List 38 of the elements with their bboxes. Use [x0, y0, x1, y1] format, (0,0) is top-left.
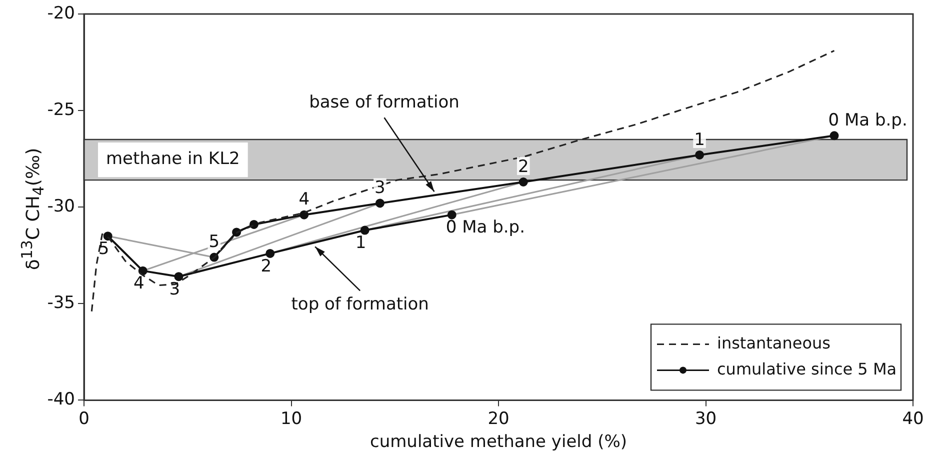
y-tick-label: -25	[47, 100, 75, 120]
annotation: 5	[98, 238, 110, 259]
point	[518, 177, 528, 186]
legend-label: cumulative since 5 Ma	[717, 359, 897, 378]
x-tick-label: 0	[78, 408, 90, 429]
point	[375, 198, 384, 208]
x-axis-title: cumulative methane yield (%)	[370, 432, 628, 452]
y-tick-label: -40	[47, 390, 75, 410]
annotation: 4	[133, 274, 144, 294]
point	[447, 210, 456, 220]
point	[830, 131, 839, 140]
annotation: base of formation	[309, 92, 460, 113]
legend-label: instantaneous	[717, 333, 830, 352]
annotation: 3	[169, 280, 180, 300]
point	[695, 150, 704, 160]
annotation: 4	[298, 190, 310, 210]
annotation: 3	[374, 178, 386, 198]
y-tick-label: -30	[47, 196, 75, 217]
point	[174, 272, 184, 282]
annotation: 5	[208, 232, 220, 252]
point	[300, 210, 309, 220]
x-tick-label: 40	[902, 408, 924, 429]
y-tick-label: -20	[47, 3, 75, 24]
y-tick-label: -35	[47, 293, 75, 314]
x-tick-label: 20	[488, 408, 510, 429]
band-label: methane in KL2	[106, 149, 240, 170]
annotation: top of formation	[291, 294, 429, 315]
annotation: 1	[694, 130, 705, 150]
x-tick-label: 10	[280, 408, 302, 429]
point	[266, 248, 275, 258]
annotation: 1	[355, 233, 366, 254]
annotation: 0 Ma b.p.	[828, 110, 908, 131]
x-tick-label: 30	[694, 408, 717, 429]
annotation: 0 Ma b.p.	[446, 218, 525, 238]
point	[360, 226, 370, 235]
annotation: 2	[518, 156, 529, 177]
point	[138, 266, 148, 276]
annotation: 2	[260, 256, 272, 276]
